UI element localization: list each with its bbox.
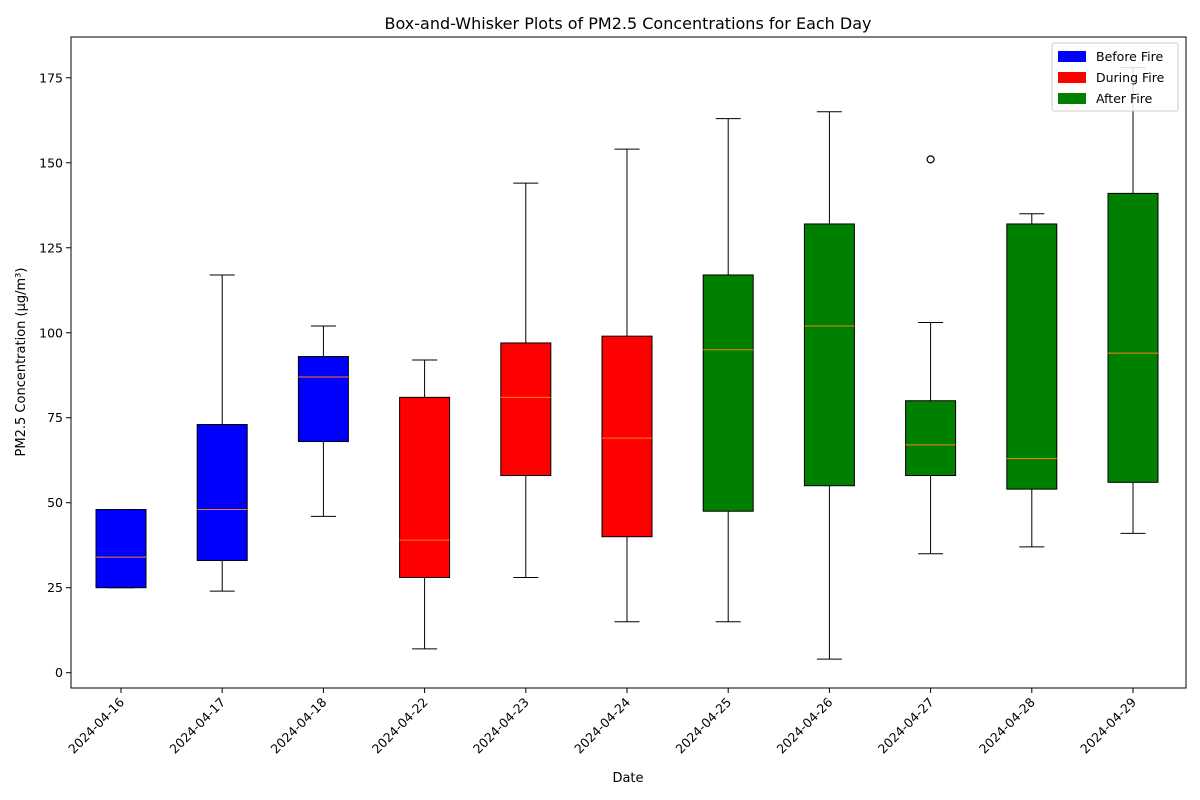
x-tick-label: 2024-04-23 xyxy=(470,695,532,757)
box-body xyxy=(601,335,653,538)
x-tick-label: 2024-04-28 xyxy=(976,694,1038,756)
outlier-point xyxy=(926,155,935,164)
x-tick-label: 2024-04-26 xyxy=(774,694,836,756)
legend: Before Fire During Fire After Fire xyxy=(1051,42,1179,112)
chart-title: Box-and-Whisker Plots of PM2.5 Concentra… xyxy=(385,14,872,33)
box-2024-04-27 xyxy=(905,155,957,555)
box-2024-04-22 xyxy=(399,359,451,650)
box-2024-04-16 xyxy=(95,509,147,589)
x-tick-label: 2024-04-25 xyxy=(672,695,734,757)
legend-swatch xyxy=(1058,72,1086,83)
y-tick-label: 25 xyxy=(47,580,63,595)
legend-swatch xyxy=(1058,93,1086,104)
x-tick-label: 2024-04-27 xyxy=(875,695,937,757)
box-2024-04-28 xyxy=(1006,213,1058,548)
legend-label: After Fire xyxy=(1096,91,1153,106)
x-tick-label: 2024-04-29 xyxy=(1077,694,1139,756)
x-tick-label: 2024-04-24 xyxy=(571,694,633,756)
box-2024-04-18 xyxy=(297,325,349,517)
y-tick-label: 125 xyxy=(39,240,63,255)
x-axis-label: Date xyxy=(612,771,643,786)
y-tick-label: 175 xyxy=(39,70,63,85)
y-axis: 0 25 50 75 100 125 150 175 xyxy=(39,70,71,680)
y-tick-label: 50 xyxy=(47,495,63,510)
y-axis-label: PM2.5 Concentration (µg/m³) xyxy=(14,268,29,457)
box-2024-04-24 xyxy=(601,148,653,623)
box-body xyxy=(1107,192,1159,483)
legend-label: During Fire xyxy=(1096,70,1165,85)
box-body xyxy=(803,223,855,487)
x-tick-label: 2024-04-17 xyxy=(166,695,228,757)
y-tick-label: 0 xyxy=(55,665,63,680)
x-axis: 2024-04-16 2024-04-17 2024-04-18 2024-04-22… xyxy=(65,688,1139,756)
y-tick-label: 75 xyxy=(47,410,63,425)
plot-area xyxy=(95,67,1159,660)
box-2024-04-26 xyxy=(803,111,855,660)
legend-label: Before Fire xyxy=(1096,49,1163,64)
box-body xyxy=(1006,223,1058,490)
legend-swatch xyxy=(1058,51,1086,62)
box-2024-04-17 xyxy=(196,274,248,592)
box-body xyxy=(95,509,147,589)
box-2024-04-29 xyxy=(1107,67,1159,534)
box-body xyxy=(500,342,552,477)
x-tick-label: 2024-04-16 xyxy=(65,694,127,756)
x-tick-label: 2024-04-22 xyxy=(369,695,431,757)
plot-frame xyxy=(70,36,1187,689)
box-2024-04-23 xyxy=(500,182,552,579)
box-body xyxy=(399,396,451,579)
box-body xyxy=(702,274,754,512)
box-2024-04-25 xyxy=(702,118,754,623)
x-tick-label: 2024-04-18 xyxy=(268,694,330,756)
box-body xyxy=(905,400,957,477)
y-tick-label: 100 xyxy=(39,325,63,340)
y-tick-label: 150 xyxy=(39,155,63,170)
box-body xyxy=(196,424,248,562)
box-body xyxy=(297,356,349,443)
